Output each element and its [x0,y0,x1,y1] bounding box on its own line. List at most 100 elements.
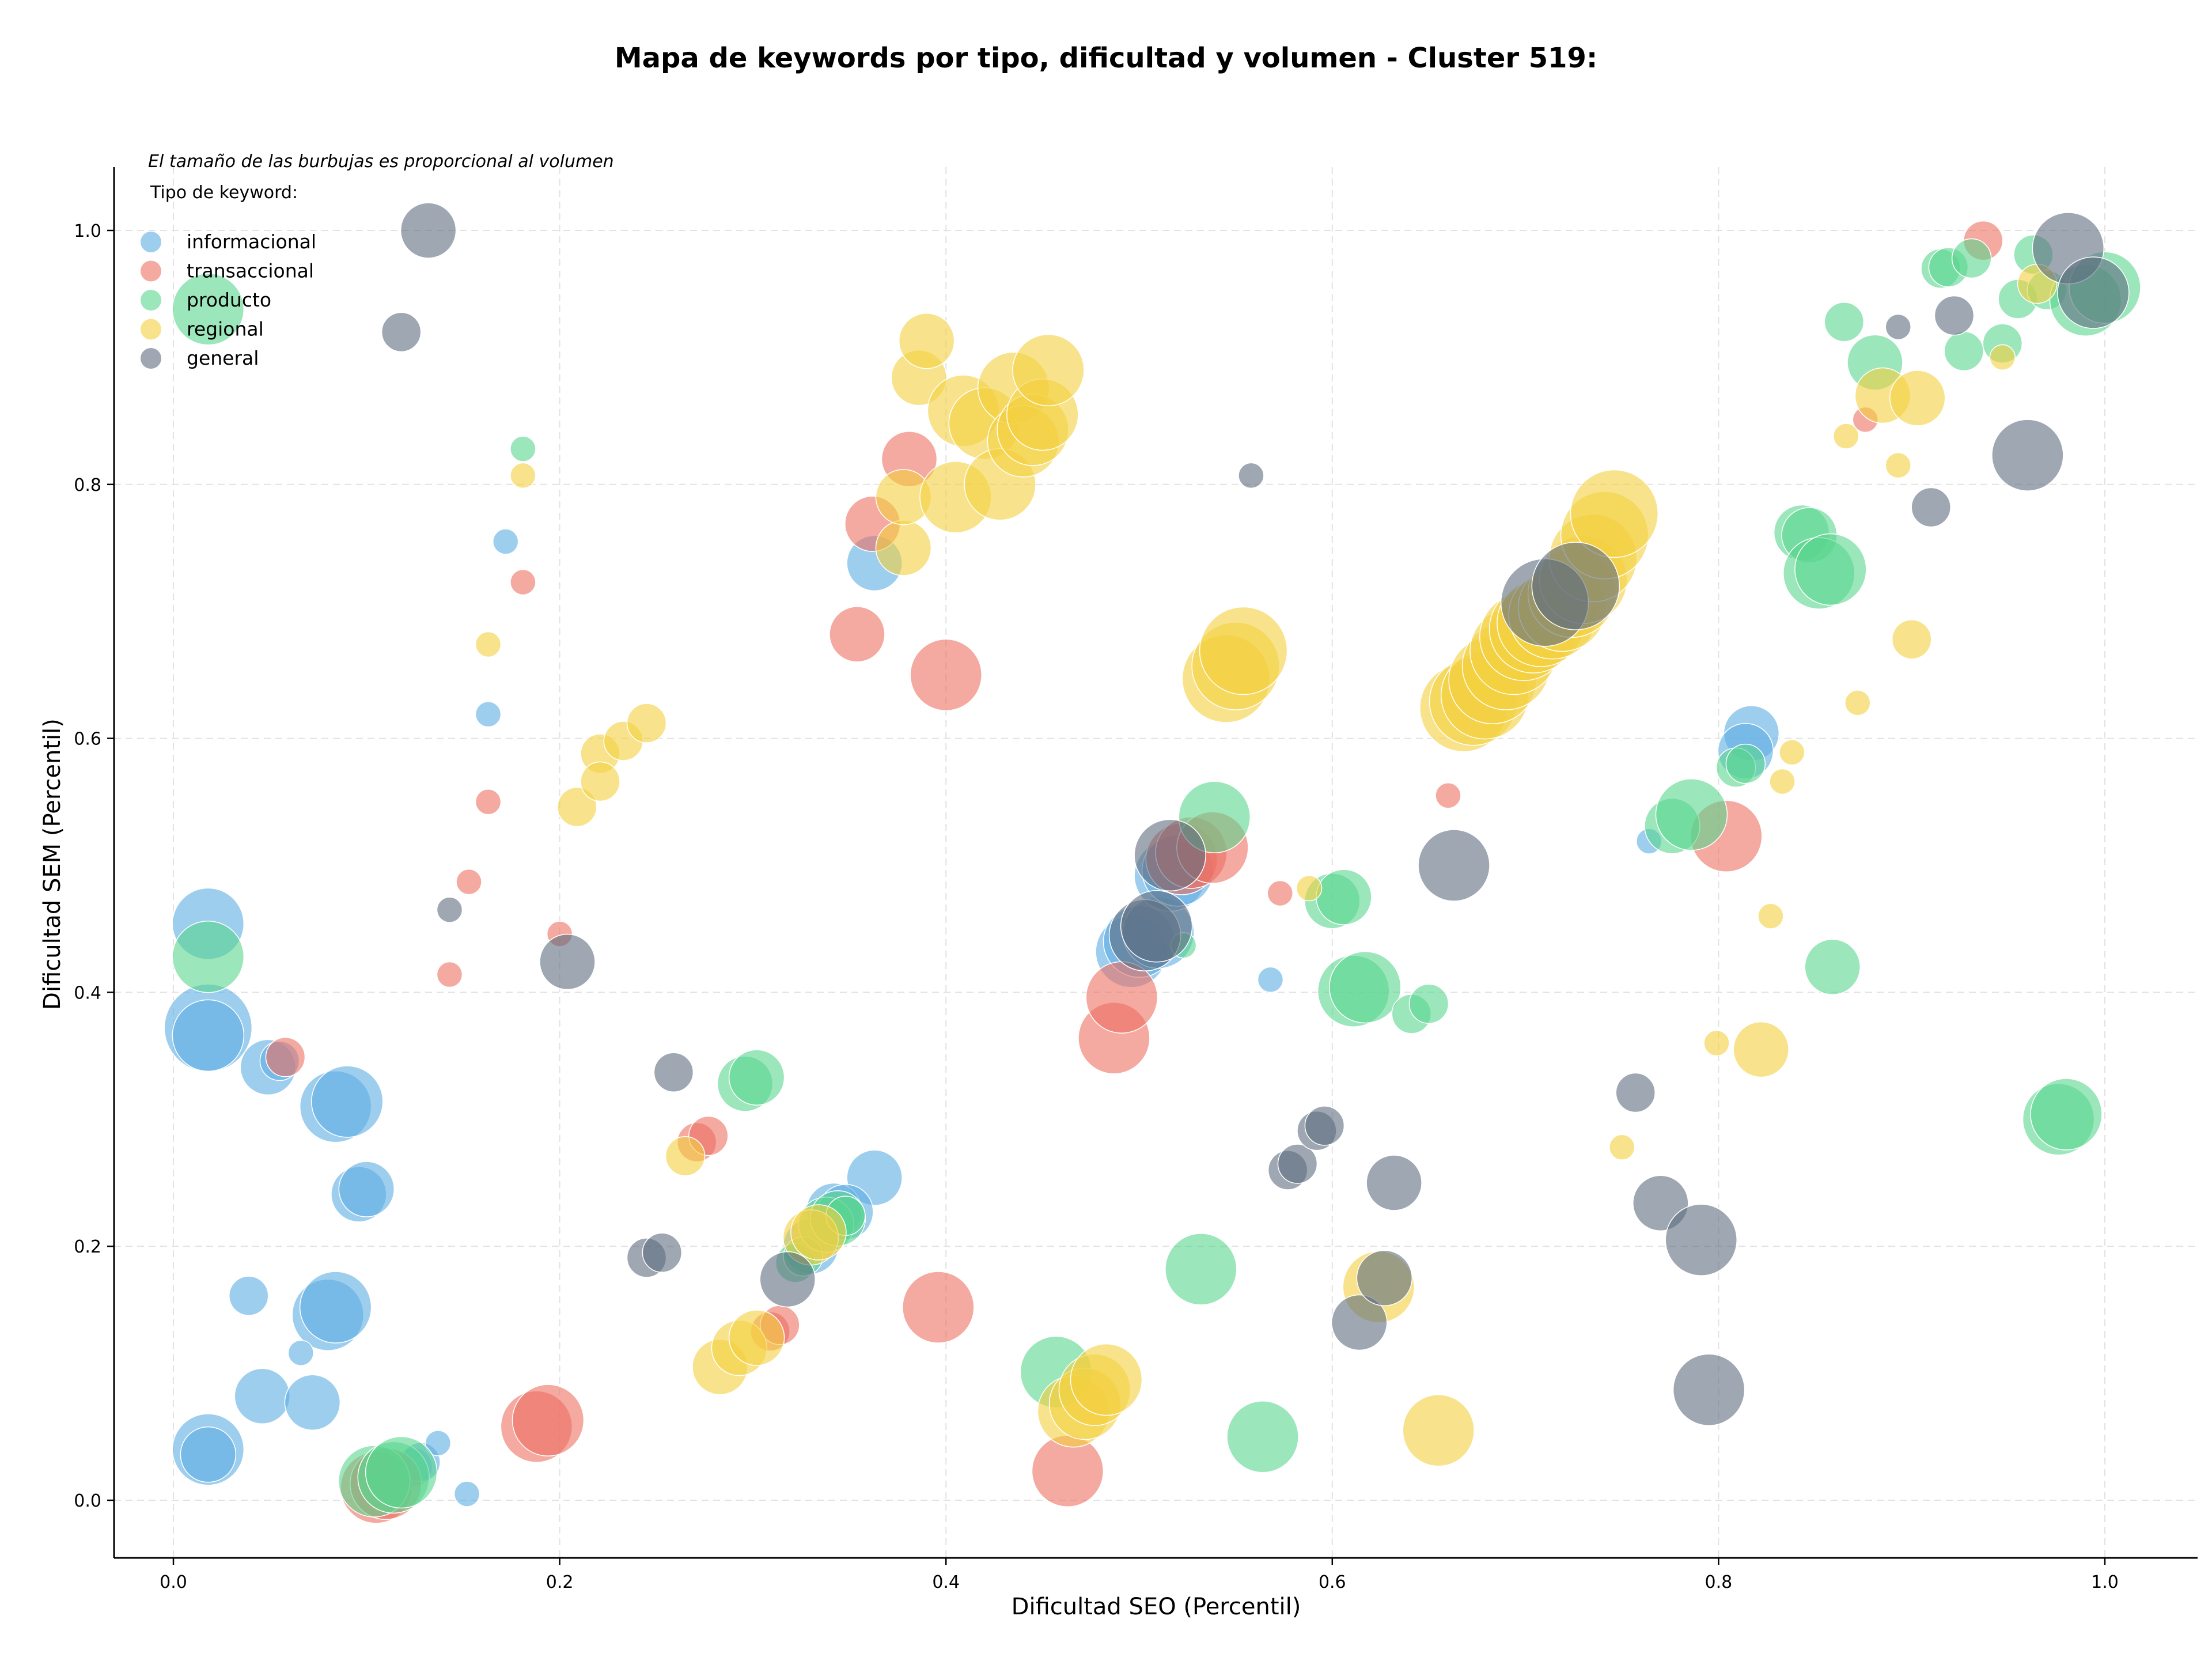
bubble-transaccional-4 [512,1384,585,1456]
bubble-transaccional-14 [829,606,885,663]
bubble-producto-0 [172,273,245,346]
bubble-regional-6 [626,703,667,743]
bubble-producto-23 [1408,983,1449,1024]
bubble-regional-25 [1012,334,1085,407]
y-tick-label-2: 0.4 [74,983,101,1003]
bubble-regional-32 [1199,606,1288,695]
bubble-transaccional-5 [436,961,463,988]
bubble-regional-53 [1703,1030,1730,1057]
bubble-general-18 [1366,1155,1422,1211]
bubble-general-2 [436,896,463,923]
bubble-general-7 [759,1251,816,1308]
legend-label-general: general [187,347,259,369]
bubble-regional-61 [1885,452,1911,479]
bubble-transaccional-0 [265,1037,306,1077]
bubble-informacional-16 [287,1340,315,1367]
bubble-regional-29 [1070,1343,1143,1416]
bubble-general-27 [1911,487,1951,528]
y-tick-label-1: 0.2 [74,1237,101,1257]
bubble-general-26 [1885,313,1911,340]
bubble-general-1 [400,202,457,259]
y-tick-label-5: 1.0 [74,221,101,241]
bubble-regional-59 [1844,690,1871,716]
bubble-producto-17 [1226,1401,1299,1473]
bubble-producto-25 [1655,778,1728,851]
bubble-regional-13 [875,520,932,576]
bubble-general-21 [1531,542,1620,630]
legend-marker-regional [141,319,161,340]
bubble-regional-64 [1989,344,2016,371]
x-tick-label-3: 0.6 [1319,1572,1346,1592]
bubble-producto-7 [728,1049,785,1106]
bubble-producto-21 [1329,951,1402,1024]
legend-label-transaccional: transaccional [187,260,314,282]
bubble-general-25 [1672,1353,1745,1427]
bubble-general-22 [1615,1072,1656,1113]
y-tick-label-4: 0.8 [74,475,101,495]
bubble-regional-7 [665,1136,706,1176]
legend-marker-transaccional [141,260,161,282]
bubble-producto-32 [1804,939,1861,996]
bubble-regional-63 [1889,370,1946,426]
x-axis-ticks: 0.0 0.2 0.4 0.6 0.8 1.0 [160,1558,2119,1592]
bubble-regional-58 [1832,423,1859,449]
bubble-regional-54 [1733,1021,1789,1078]
y-axis-ticks: 0.0 0.2 0.4 0.6 0.8 1.0 [74,221,114,1511]
bubble-regional-51 [1570,469,1659,558]
legend-label-producto: producto [187,289,271,311]
bubble-general-15 [1304,1106,1345,1146]
bubble-regional-57 [1779,739,1805,766]
bubble-informacional-19 [425,1430,452,1456]
bubble-informacional-8 [311,1065,384,1138]
bubble-general-10 [1134,819,1206,892]
bubble-producto-38 [1951,238,1992,279]
legend-items: informacional transaccional producto region… [141,230,316,369]
bubble-regional-0 [475,631,502,658]
bubble-informacional-22 [492,528,519,555]
bubble-informacional-13 [299,1271,372,1344]
bubble-informacional-4 [180,1426,237,1483]
bubble-general-3 [539,933,596,990]
bubble-informacional-20 [453,1481,480,1507]
bubble-informacional-21 [475,701,502,728]
bubble-producto-1 [172,920,245,993]
bubble-regional-1 [510,462,536,489]
bubble-general-24 [1665,1204,1737,1276]
x-tick-label-0: 0.0 [160,1572,187,1592]
legend-label-regional: regional [187,318,264,340]
y-tick-label-3: 0.6 [74,729,101,750]
bubble-regional-55 [1758,903,1784,929]
bubble-general-5 [642,1232,683,1273]
bubble-general-28 [1934,295,1975,336]
legend-marker-informacional [141,232,161,252]
y-axis-label: Dificultad SEM (Percentil) [39,718,66,1010]
bubble-regional-4 [580,761,620,802]
bubble-general-13 [1277,1144,1318,1184]
bubble-general-31 [2057,256,2130,329]
y-tick-label-0: 0.0 [74,1491,101,1511]
bubble-regional-10 [728,1310,785,1366]
chart-title: Mapa de keywords por tipo, dificultad y … [615,42,1597,74]
bubble-general-17 [1356,1250,1413,1307]
bubble-transaccional-18 [902,1271,975,1344]
bubble-producto-4 [365,1436,438,1509]
bubble-regional-33 [1296,875,1323,902]
bubble-informacional-10 [338,1161,395,1217]
bubble-informacional-11 [229,1276,269,1316]
bubble-regional-2 [557,786,597,827]
bubble-general-29 [1991,419,2064,491]
bubble-regional-62 [1891,619,1932,660]
bubble-producto-44 [2030,1078,2103,1151]
legend: El tamaño de las burbujas es proporciona… [141,152,614,369]
bubble-producto-15 [1165,1233,1237,1306]
bubble-producto-33 [1824,301,1865,342]
bubble-informacional-14 [234,1368,290,1425]
series-regional [475,263,2058,1467]
bubble-transaccional-6 [456,868,482,895]
x-tick-label-4: 0.8 [1705,1572,1733,1592]
bubble-general-11 [1238,462,1264,489]
bubble-regional-56 [1769,768,1796,795]
bubble-producto-27 [1725,743,1766,784]
bubble-transaccional-26 [1435,782,1461,809]
